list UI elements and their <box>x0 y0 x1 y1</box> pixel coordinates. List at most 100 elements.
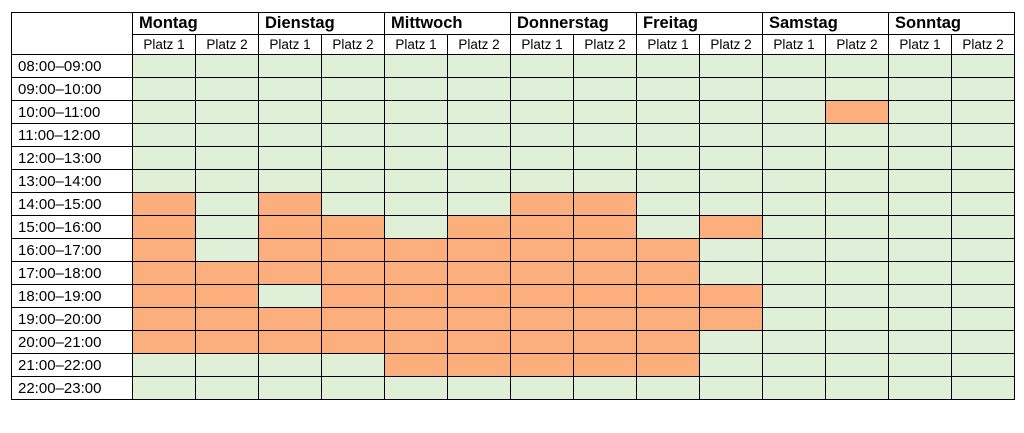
slot-free[interactable] <box>699 54 763 78</box>
slot-free[interactable] <box>888 192 952 216</box>
slot-free[interactable] <box>384 169 448 193</box>
slot-free[interactable] <box>825 215 889 239</box>
slot-free[interactable] <box>195 215 259 239</box>
slot-free[interactable] <box>699 123 763 147</box>
slot-free[interactable] <box>195 77 259 101</box>
slot-free[interactable] <box>888 169 952 193</box>
slot-booked[interactable] <box>699 307 763 331</box>
slot-free[interactable] <box>699 238 763 262</box>
slot-free[interactable] <box>321 54 385 78</box>
slot-free[interactable] <box>888 146 952 170</box>
slot-free[interactable] <box>510 169 574 193</box>
slot-free[interactable] <box>447 146 511 170</box>
slot-free[interactable] <box>636 100 700 124</box>
slot-booked[interactable] <box>699 284 763 308</box>
slot-free[interactable] <box>888 238 952 262</box>
slot-booked[interactable] <box>321 307 385 331</box>
slot-free[interactable] <box>762 146 826 170</box>
slot-free[interactable] <box>951 100 1015 124</box>
slot-free[interactable] <box>321 376 385 400</box>
slot-free[interactable] <box>951 54 1015 78</box>
slot-free[interactable] <box>951 192 1015 216</box>
slot-booked[interactable] <box>447 261 511 285</box>
slot-free[interactable] <box>762 238 826 262</box>
slot-free[interactable] <box>195 192 259 216</box>
slot-free[interactable] <box>762 215 826 239</box>
slot-free[interactable] <box>573 169 637 193</box>
slot-free[interactable] <box>321 169 385 193</box>
slot-booked[interactable] <box>510 284 574 308</box>
slot-free[interactable] <box>384 77 448 101</box>
slot-booked[interactable] <box>258 307 322 331</box>
slot-booked[interactable] <box>447 284 511 308</box>
slot-free[interactable] <box>762 330 826 354</box>
slot-free[interactable] <box>888 376 952 400</box>
slot-booked[interactable] <box>447 307 511 331</box>
slot-free[interactable] <box>132 146 196 170</box>
slot-booked[interactable] <box>573 284 637 308</box>
slot-booked[interactable] <box>384 238 448 262</box>
slot-free[interactable] <box>321 123 385 147</box>
slot-free[interactable] <box>510 376 574 400</box>
slot-booked[interactable] <box>510 307 574 331</box>
slot-free[interactable] <box>510 100 574 124</box>
slot-free[interactable] <box>825 353 889 377</box>
slot-free[interactable] <box>573 100 637 124</box>
slot-free[interactable] <box>825 330 889 354</box>
slot-booked[interactable] <box>258 261 322 285</box>
slot-free[interactable] <box>258 54 322 78</box>
slot-booked[interactable] <box>636 330 700 354</box>
slot-free[interactable] <box>888 54 952 78</box>
slot-free[interactable] <box>321 192 385 216</box>
slot-free[interactable] <box>447 123 511 147</box>
slot-free[interactable] <box>447 54 511 78</box>
slot-booked[interactable] <box>447 215 511 239</box>
slot-booked[interactable] <box>573 261 637 285</box>
slot-free[interactable] <box>888 307 952 331</box>
slot-free[interactable] <box>510 123 574 147</box>
slot-free[interactable] <box>888 77 952 101</box>
slot-free[interactable] <box>636 215 700 239</box>
slot-booked[interactable] <box>447 238 511 262</box>
slot-free[interactable] <box>132 123 196 147</box>
slot-free[interactable] <box>888 330 952 354</box>
slot-free[interactable] <box>888 284 952 308</box>
slot-booked[interactable] <box>132 192 196 216</box>
slot-booked[interactable] <box>321 238 385 262</box>
slot-booked[interactable] <box>132 330 196 354</box>
slot-free[interactable] <box>384 215 448 239</box>
slot-free[interactable] <box>384 100 448 124</box>
slot-free[interactable] <box>951 261 1015 285</box>
slot-booked[interactable] <box>384 307 448 331</box>
slot-booked[interactable] <box>636 307 700 331</box>
slot-free[interactable] <box>825 192 889 216</box>
slot-booked[interactable] <box>258 215 322 239</box>
slot-booked[interactable] <box>195 261 259 285</box>
slot-free[interactable] <box>195 146 259 170</box>
slot-free[interactable] <box>888 215 952 239</box>
slot-free[interactable] <box>762 123 826 147</box>
slot-free[interactable] <box>699 192 763 216</box>
slot-free[interactable] <box>195 123 259 147</box>
slot-free[interactable] <box>321 146 385 170</box>
slot-free[interactable] <box>132 54 196 78</box>
slot-free[interactable] <box>132 376 196 400</box>
slot-free[interactable] <box>825 284 889 308</box>
slot-free[interactable] <box>447 192 511 216</box>
slot-free[interactable] <box>636 146 700 170</box>
slot-free[interactable] <box>825 146 889 170</box>
slot-free[interactable] <box>132 353 196 377</box>
slot-free[interactable] <box>699 261 763 285</box>
slot-booked[interactable] <box>384 261 448 285</box>
slot-booked[interactable] <box>573 192 637 216</box>
slot-free[interactable] <box>951 146 1015 170</box>
slot-booked[interactable] <box>258 192 322 216</box>
slot-booked[interactable] <box>258 330 322 354</box>
slot-free[interactable] <box>573 123 637 147</box>
slot-booked[interactable] <box>132 261 196 285</box>
slot-free[interactable] <box>951 284 1015 308</box>
slot-booked[interactable] <box>384 330 448 354</box>
slot-free[interactable] <box>951 330 1015 354</box>
slot-free[interactable] <box>258 77 322 101</box>
slot-free[interactable] <box>762 376 826 400</box>
